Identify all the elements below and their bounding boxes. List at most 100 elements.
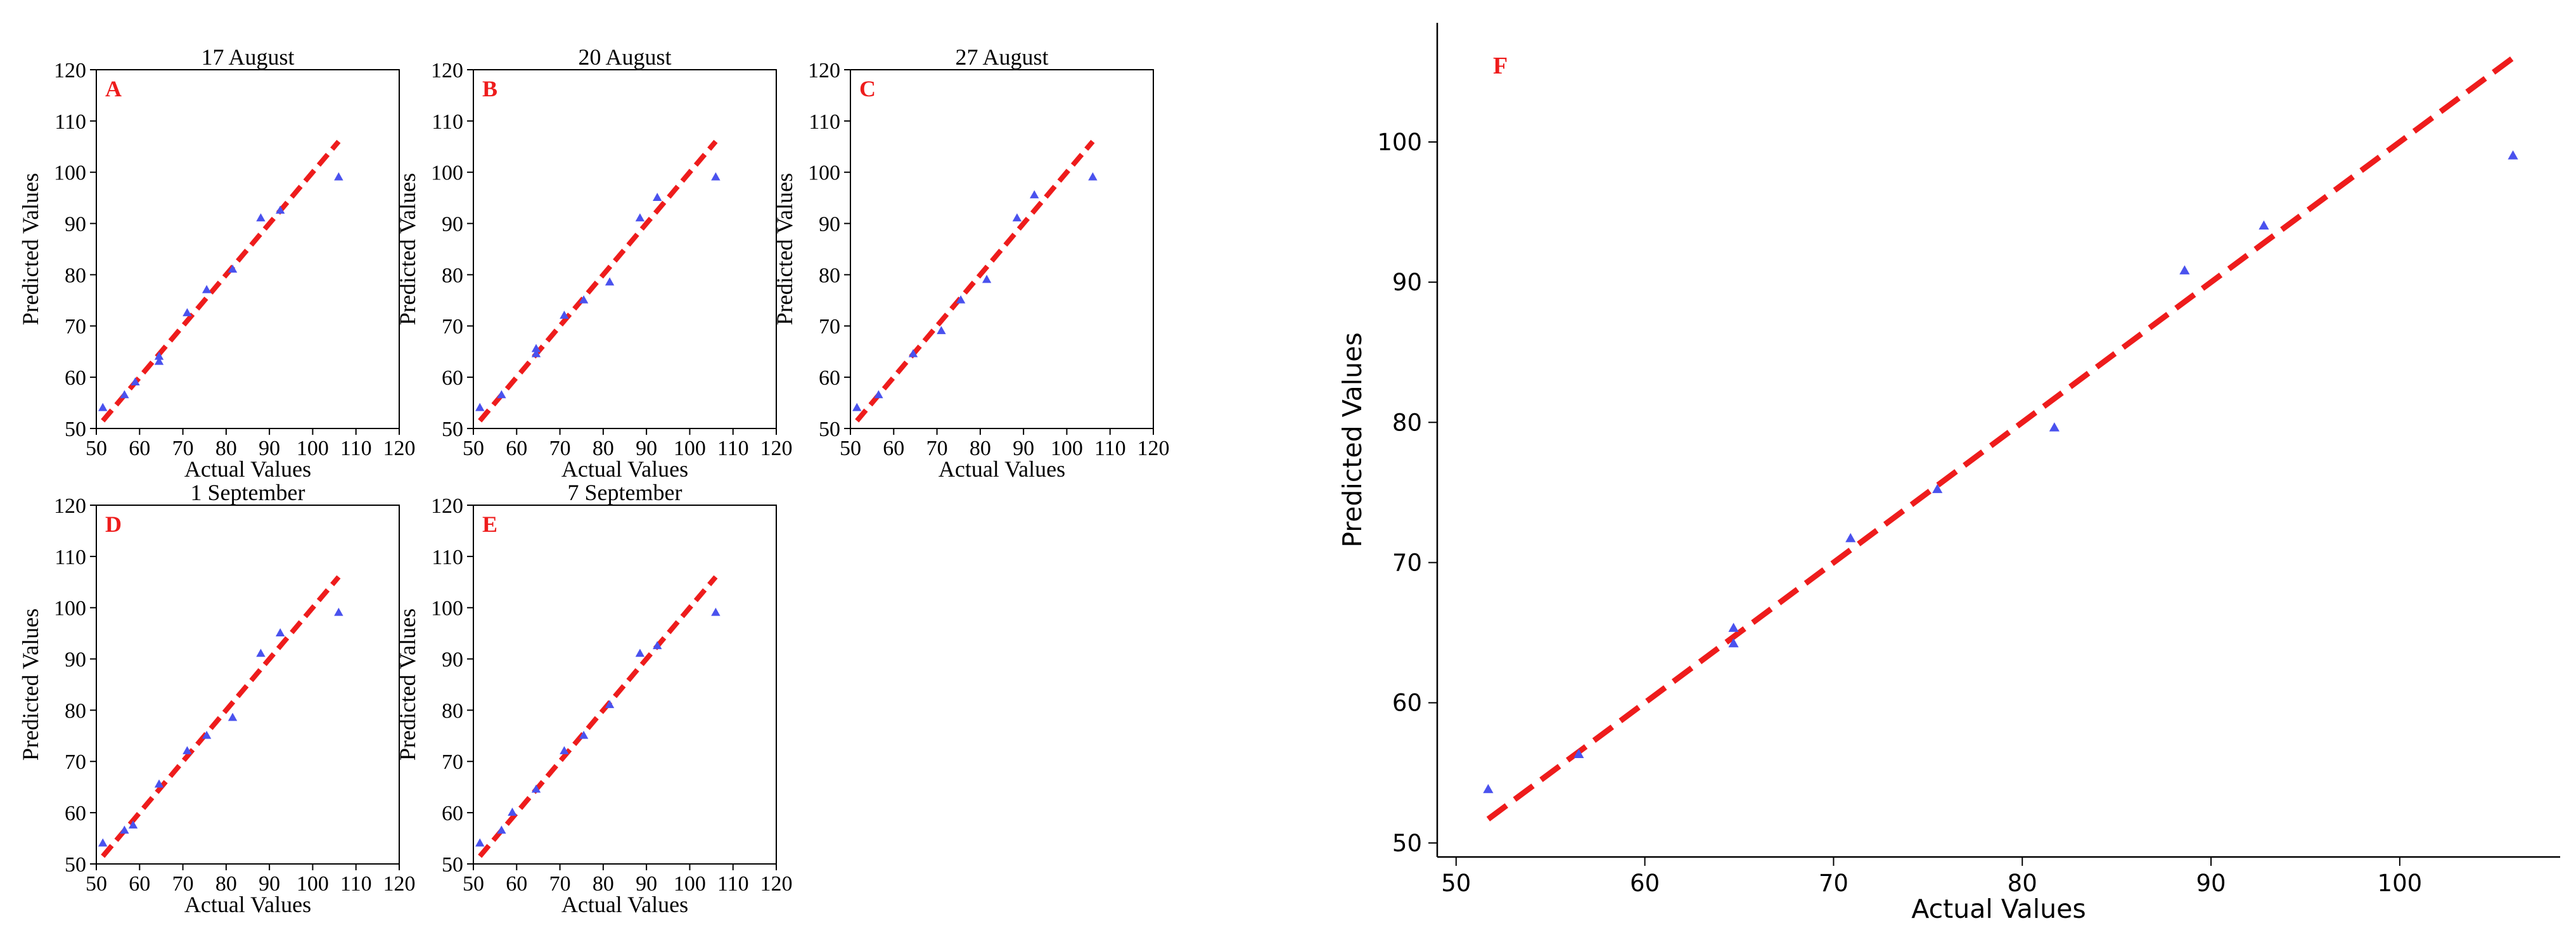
- reference-line: [478, 139, 718, 423]
- y-tick-label: 120: [54, 59, 86, 82]
- data-point: [2179, 265, 2190, 274]
- data-point: [956, 295, 966, 304]
- data-point: [874, 390, 883, 399]
- panel-letter: C: [859, 76, 876, 101]
- panel-b: 50 60 70 80 90 100 110 120 50 60 70 80 90 100 110 120 Ac…: [395, 44, 793, 482]
- y-tick-label: 90: [65, 212, 86, 236]
- data-point: [120, 825, 129, 834]
- panel-letter: E: [482, 512, 497, 537]
- x-tick-label: 90: [636, 437, 657, 460]
- reference-line: [101, 139, 341, 423]
- reference-line: [101, 575, 341, 858]
- y-tick-label: 100: [431, 162, 463, 185]
- data-point: [635, 213, 645, 222]
- data-point: [1932, 484, 1943, 493]
- x-tick-label: 60: [129, 437, 150, 460]
- data-point: [605, 700, 615, 709]
- y-tick-label: 100: [54, 597, 86, 621]
- panel-f: 50 60 70 80 90 100 50 60 70 80 90 100 Actual Values P…: [1337, 23, 2560, 924]
- y-tick-label: 70: [819, 315, 840, 338]
- y-tick-label: 110: [432, 110, 463, 134]
- x-tick-label: 80: [2008, 870, 2037, 897]
- data-point: [98, 838, 108, 847]
- x-tick-label: 80: [593, 872, 614, 896]
- y-tick-label: 50: [1392, 830, 1422, 857]
- data-point: [560, 746, 569, 754]
- x-axis-label: Actual Values: [561, 456, 688, 482]
- data-point: [497, 825, 506, 834]
- x-tick-label: 50: [86, 437, 107, 460]
- y-tick-label: 50: [65, 853, 86, 877]
- data-point: [1030, 190, 1039, 198]
- y-tick-label: 70: [65, 750, 86, 774]
- x-tick-label: 50: [1441, 870, 1471, 897]
- data-point: [531, 784, 541, 793]
- data-point: [711, 607, 721, 616]
- y-tick-label: 80: [819, 264, 840, 287]
- data-point: [227, 264, 238, 273]
- x-tick-label: 110: [1094, 437, 1126, 460]
- x-tick-label: 100: [674, 872, 706, 896]
- y-tick-label: 70: [442, 750, 463, 774]
- data-point: [653, 641, 662, 650]
- x-tick-label: 120: [383, 872, 416, 896]
- x-tick-label: 110: [340, 872, 372, 896]
- data-point: [154, 351, 164, 360]
- y-tick-label: 70: [65, 315, 86, 338]
- data-point: [276, 628, 285, 636]
- x-tick-label: 60: [506, 437, 527, 460]
- plot-frame: [473, 69, 777, 429]
- data-point: [579, 730, 589, 739]
- x-tick-label: 120: [760, 872, 793, 896]
- x-tick-label: 50: [840, 437, 861, 460]
- y-tick-label: 90: [65, 648, 86, 671]
- plot-frame: [96, 505, 400, 865]
- y-tick-label: 90: [442, 648, 463, 671]
- y-tick-label: 110: [54, 546, 86, 569]
- data-point: [227, 712, 238, 721]
- x-tick-label: 80: [970, 437, 991, 460]
- x-tick-label: 100: [297, 437, 329, 460]
- y-tick-label: 60: [1392, 690, 1422, 717]
- data-point: [560, 311, 569, 319]
- panel-d: 50 60 70 80 90 100 110 120 50 60 70 80 90 100 110 120 Ac…: [18, 480, 416, 917]
- plot-frame: [96, 69, 400, 429]
- data-point: [1728, 638, 1739, 648]
- data-point: [98, 402, 108, 411]
- data-point: [202, 730, 212, 739]
- y-axis-label: Predicted Values: [18, 608, 43, 761]
- x-tick-label: 90: [2196, 870, 2226, 897]
- data-point: [1573, 749, 1584, 758]
- data-point: [2508, 150, 2518, 160]
- x-tick-label: 60: [883, 437, 904, 460]
- y-tick-label: 110: [54, 110, 86, 134]
- y-tick-label: 80: [442, 264, 463, 287]
- data-point: [475, 838, 485, 847]
- data-point: [154, 779, 164, 788]
- y-tick-label: 110: [809, 110, 840, 134]
- panel-title: 1 September: [191, 480, 305, 505]
- x-tick-label: 50: [463, 872, 484, 896]
- data-point: [183, 308, 192, 316]
- data-point: [982, 274, 992, 283]
- y-tick-label: 60: [442, 802, 463, 825]
- reference-line: [478, 575, 718, 858]
- data-point: [852, 402, 862, 411]
- x-tick-label: 90: [259, 872, 280, 896]
- data-point: [605, 277, 615, 286]
- panel-title: 27 August: [955, 44, 1048, 70]
- x-tick-label: 60: [129, 872, 150, 896]
- panel-letter: A: [105, 76, 122, 101]
- data-point: [154, 356, 164, 365]
- y-tick-label: 60: [65, 366, 86, 390]
- y-tick-label: 100: [54, 162, 86, 185]
- data-point: [256, 213, 266, 222]
- y-tick-label: 50: [65, 418, 86, 441]
- y-tick-label: 50: [442, 853, 463, 877]
- x-tick-label: 120: [760, 437, 793, 460]
- y-tick-label: 100: [808, 162, 840, 185]
- y-axis-label: Predicted Values: [772, 173, 797, 325]
- data-point: [202, 285, 212, 293]
- y-tick-label: 70: [1392, 549, 1422, 576]
